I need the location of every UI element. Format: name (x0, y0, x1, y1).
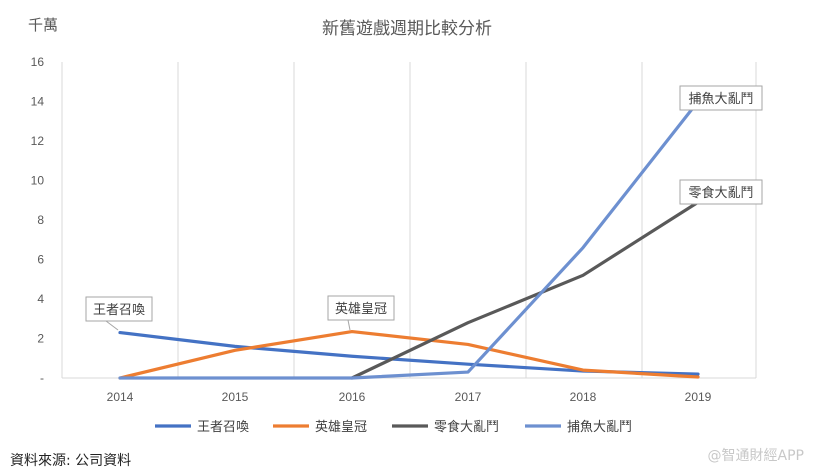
y-tick-label: 14 (31, 95, 45, 109)
watermark: @智通財經APP (707, 448, 804, 464)
callout-box (679, 85, 763, 111)
legend-label: 英雄皇冠 (315, 420, 367, 435)
y-tick-label: 12 (31, 134, 45, 148)
callout-box (85, 296, 153, 322)
legend-label: 王者召喚 (197, 420, 249, 435)
y-tick-label: - (40, 371, 44, 385)
x-tick-label: 2015 (222, 390, 249, 404)
callout-leader (347, 319, 351, 331)
y-tick-label: 8 (37, 213, 44, 227)
y-tick-label: 2 (37, 332, 44, 346)
y-tick-label: 6 (37, 253, 44, 267)
callout-leader (105, 320, 119, 331)
callout-label: 捕魚大亂鬥 (688, 91, 753, 107)
y-tick-label: 10 (31, 174, 45, 188)
callout-box (327, 295, 395, 321)
x-tick-label: 2019 (685, 390, 712, 404)
y-tick-label: 16 (31, 55, 45, 69)
x-tick-label: 2017 (455, 390, 482, 404)
x-tick-label: 2014 (107, 390, 134, 404)
source-note: 資料來源: 公司資料 (10, 453, 132, 469)
legend-label: 捕魚大亂鬥 (567, 419, 632, 435)
callout-label: 王者召喚 (93, 303, 145, 318)
chart-title: 新舊遊戲週期比較分析 (322, 19, 492, 39)
callout-box (679, 179, 763, 205)
y-tick-label: 4 (37, 292, 44, 306)
series-line (350, 200, 700, 380)
y-unit-label: 千萬 (28, 16, 59, 34)
callout-label: 英雄皇冠 (335, 302, 387, 317)
series-line (118, 329, 700, 380)
x-tick-label: 2018 (570, 390, 597, 404)
x-tick-label: 2016 (339, 390, 366, 404)
callout-label: 零食大亂鬥 (688, 185, 753, 201)
series-line (118, 99, 700, 380)
legend-label: 零食大亂鬥 (434, 419, 499, 435)
